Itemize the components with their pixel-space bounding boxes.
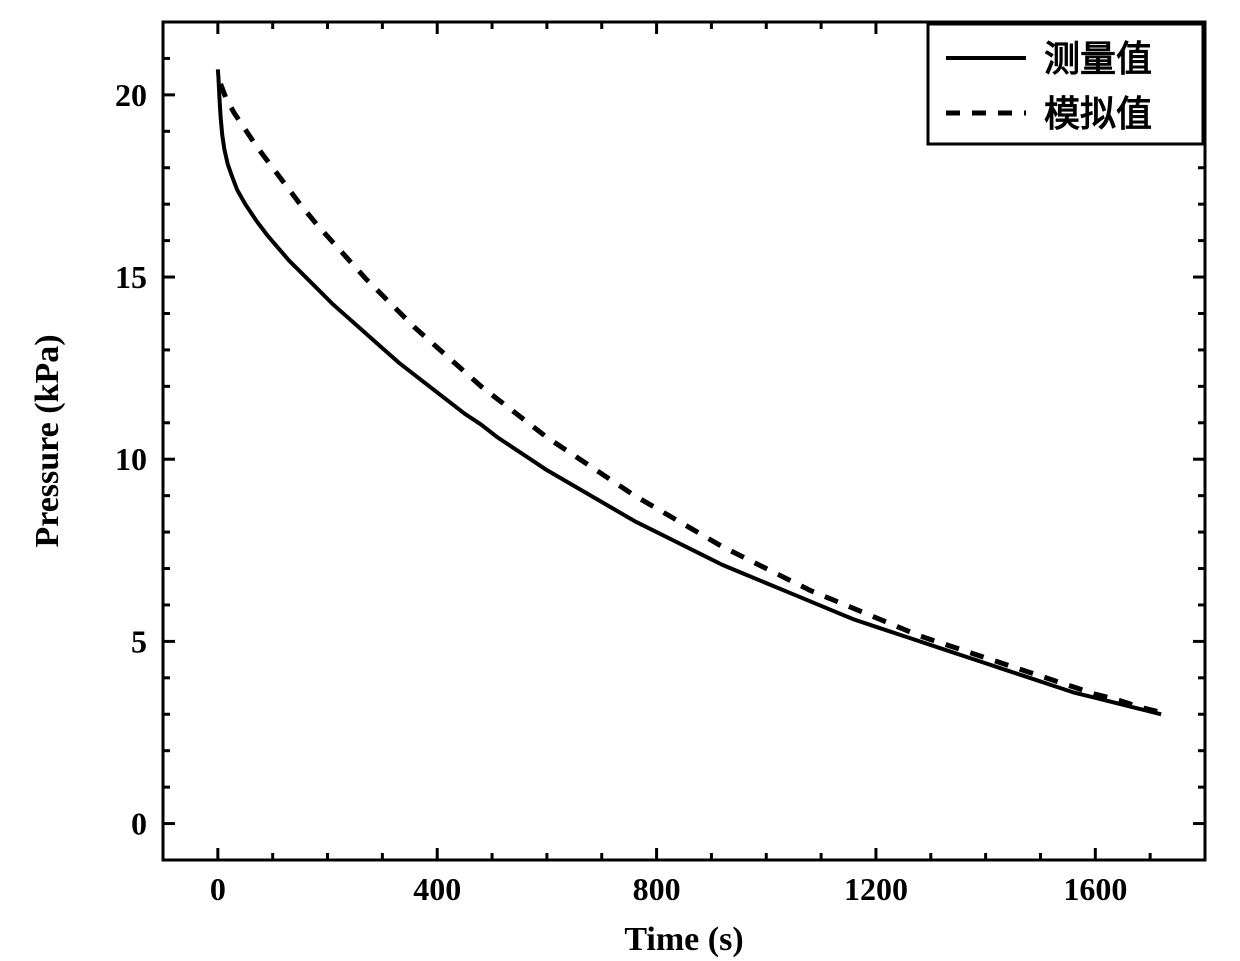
- y-tick-label: 5: [131, 623, 147, 659]
- chart-container: 0 400 800 1200 1600 Time (s) 0 5 10 15 20 Pressure …: [0, 0, 1240, 961]
- x-tick-label: 1600: [1063, 871, 1127, 907]
- x-tick-label: 0: [210, 871, 226, 907]
- y-tick-label: 20: [115, 77, 147, 113]
- x-tick-label: 400: [413, 871, 461, 907]
- x-tick-label: 800: [633, 871, 681, 907]
- y-tick-label: 10: [115, 441, 147, 477]
- legend-label-measured: 测量值: [1044, 39, 1152, 79]
- x-axis-label: Time (s): [624, 921, 743, 958]
- y-tick-label: 15: [115, 259, 147, 295]
- y-axis-label: Pressure (kPa): [29, 334, 66, 547]
- y-tick-label: 0: [131, 806, 147, 842]
- legend: 测量值模拟值: [928, 24, 1203, 144]
- legend-label-simulated: 模拟值: [1044, 94, 1152, 134]
- pressure-time-chart: 0 400 800 1200 1600 Time (s) 0 5 10 15 20 Pressure …: [0, 0, 1240, 961]
- x-tick-label: 1200: [844, 871, 908, 907]
